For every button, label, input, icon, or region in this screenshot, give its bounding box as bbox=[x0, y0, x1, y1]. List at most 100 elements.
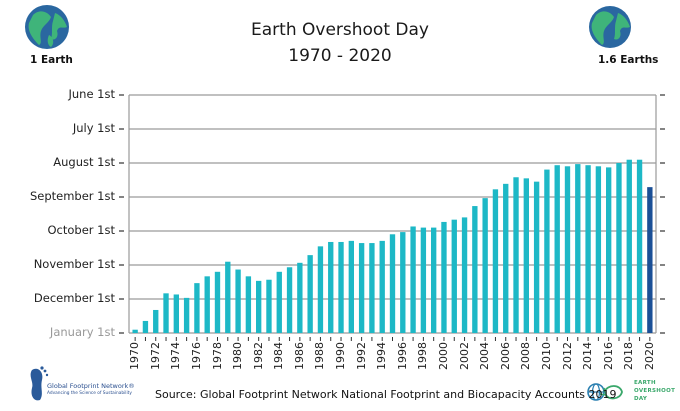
x-tick-label: 1980 bbox=[231, 342, 245, 370]
x-tick-label: 2002 bbox=[457, 342, 471, 370]
y-tick-label: January 1st bbox=[49, 325, 115, 339]
x-tick-label: 1970 bbox=[128, 342, 142, 370]
x-tick-label: 1978 bbox=[210, 342, 224, 370]
bar-1998 bbox=[420, 227, 427, 333]
one-point-six-earths-label: 1.6 Earths bbox=[598, 54, 659, 66]
bar-2007 bbox=[513, 177, 519, 333]
x-tick-label: 1972 bbox=[148, 342, 162, 370]
bar-1999 bbox=[431, 227, 437, 333]
bars bbox=[132, 159, 653, 333]
x-tick-label: 1992 bbox=[354, 342, 368, 370]
bar-2000 bbox=[441, 221, 447, 333]
bar-2018 bbox=[626, 159, 632, 333]
x-tick-label: 2010 bbox=[539, 342, 553, 370]
earth-icon bbox=[589, 6, 631, 48]
earth-overshoot-day-logo-icon bbox=[587, 383, 623, 401]
bar-1992 bbox=[358, 243, 365, 333]
bar-1993 bbox=[369, 243, 375, 333]
bar-2009 bbox=[533, 181, 540, 333]
bar-1987 bbox=[307, 255, 313, 333]
bar-1996 bbox=[400, 232, 406, 333]
bar-2012 bbox=[564, 166, 571, 333]
bar-2019 bbox=[636, 159, 643, 333]
bar-2010 bbox=[544, 169, 550, 333]
bar-2008 bbox=[523, 178, 529, 333]
y-tick-label: July 1st bbox=[72, 121, 115, 135]
one-earth-label: 1 Earth bbox=[30, 54, 73, 66]
bar-1988 bbox=[317, 246, 324, 333]
bar-2011 bbox=[554, 165, 560, 333]
bar-1970 bbox=[132, 329, 138, 333]
bar-1981 bbox=[245, 276, 252, 333]
bar-1971 bbox=[142, 320, 149, 333]
y-tick-label: November 1st bbox=[33, 257, 115, 271]
y-tick-label: August 1st bbox=[53, 155, 115, 169]
bar-1972 bbox=[153, 309, 159, 333]
x-tick-label: 1986 bbox=[292, 342, 306, 370]
bar-2016 bbox=[606, 167, 612, 333]
x-tick-label: 2006 bbox=[498, 342, 512, 370]
x-tick-label: 2008 bbox=[519, 342, 533, 370]
bar-1983 bbox=[266, 279, 272, 333]
eod-logo-line1: EARTH bbox=[634, 380, 656, 386]
y-tick-label: December 1st bbox=[33, 291, 115, 305]
bar-2001 bbox=[451, 219, 457, 333]
bar-1994 bbox=[379, 240, 385, 333]
chart-subtitle: 1970 - 2020 bbox=[288, 46, 392, 66]
bar-1973 bbox=[163, 293, 169, 333]
x-tick-label: 2020 bbox=[642, 342, 656, 370]
bar-1984 bbox=[276, 271, 282, 333]
x-tick-label: 1990 bbox=[334, 342, 348, 370]
bar-1997 bbox=[410, 226, 416, 333]
x-tick-label: 2018 bbox=[622, 342, 636, 370]
bar-2005 bbox=[492, 189, 499, 333]
bar-1989 bbox=[328, 241, 334, 333]
x-tick-label: 1994 bbox=[375, 342, 389, 370]
bar-1974 bbox=[173, 294, 179, 333]
y-tick-label: October 1st bbox=[47, 223, 116, 237]
bar-2015 bbox=[595, 166, 602, 333]
x-tick-label: 1998 bbox=[416, 342, 430, 370]
bar-1976 bbox=[194, 283, 200, 333]
bar-1978 bbox=[214, 271, 221, 333]
x-tick-label: 2004 bbox=[478, 342, 492, 370]
eod-logo-line3: DAY bbox=[634, 396, 648, 402]
gfn-logo-name: Global Footprint Network® bbox=[47, 382, 135, 390]
bar-1986 bbox=[297, 262, 303, 333]
eod-logo-line2: OVERSHOOT bbox=[634, 388, 676, 394]
x-tick-label: 2014 bbox=[581, 342, 595, 370]
source-note: Source: Global Footprint Network Nationa… bbox=[155, 388, 617, 401]
gfn-logo-tagline: Advancing the Science of Sustainability bbox=[47, 391, 132, 396]
x-tick-label: 1984 bbox=[272, 342, 286, 370]
bar-1975 bbox=[183, 297, 190, 333]
x-tick-label: 1982 bbox=[251, 342, 265, 370]
x-tick-label: 1996 bbox=[395, 342, 409, 370]
bar-1991 bbox=[348, 240, 354, 333]
bar-1982 bbox=[256, 280, 262, 333]
bar-2002 bbox=[461, 217, 468, 333]
footprint-logo-icon bbox=[30, 366, 49, 401]
y-tick-label: June 1st bbox=[68, 87, 115, 101]
x-tick-label: 1976 bbox=[189, 342, 203, 370]
x-tick-label: 1974 bbox=[169, 342, 183, 370]
bar-2017 bbox=[616, 163, 622, 333]
x-tick-label: 2012 bbox=[560, 342, 574, 370]
x-ticks bbox=[134, 337, 651, 341]
bar-2003 bbox=[472, 206, 478, 333]
bar-2006 bbox=[503, 183, 509, 333]
earth-icon bbox=[25, 5, 69, 49]
chart-title: Earth Overshoot Day bbox=[251, 20, 429, 40]
bar-2004 bbox=[482, 198, 488, 333]
x-tick-label: 2016 bbox=[601, 342, 615, 370]
bar-2013 bbox=[575, 164, 581, 333]
bar-1980 bbox=[235, 269, 241, 333]
bar-1990 bbox=[338, 241, 344, 333]
bar-1985 bbox=[286, 267, 293, 333]
bar-1977 bbox=[204, 276, 210, 333]
y-tick-label: September 1st bbox=[29, 189, 115, 203]
x-tick-label: 2000 bbox=[436, 342, 450, 370]
bar-1979 bbox=[225, 261, 231, 333]
bar-1995 bbox=[389, 234, 396, 333]
bar-2014 bbox=[585, 165, 591, 333]
